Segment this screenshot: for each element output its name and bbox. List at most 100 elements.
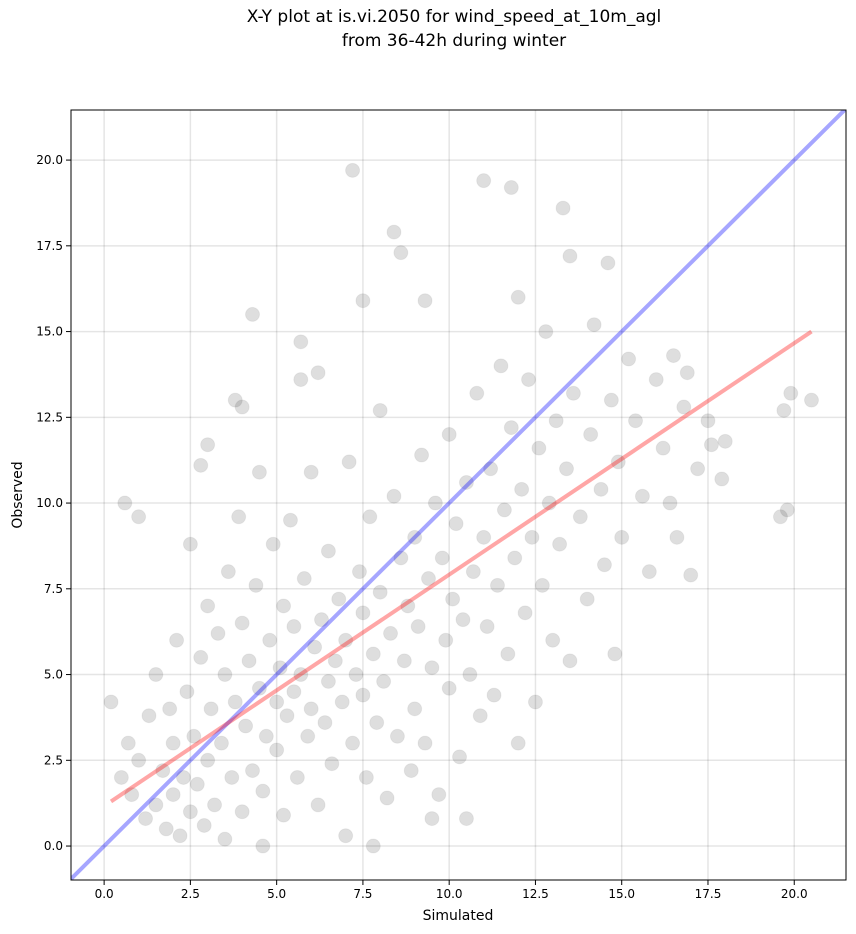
point xyxy=(545,632,561,648)
point xyxy=(262,632,278,648)
point xyxy=(351,564,367,580)
point xyxy=(207,797,223,813)
point xyxy=(438,632,454,648)
point xyxy=(662,495,678,511)
point xyxy=(517,605,533,621)
point xyxy=(417,735,433,751)
point xyxy=(210,625,226,641)
point xyxy=(434,550,450,566)
point xyxy=(510,735,526,751)
point xyxy=(386,488,402,504)
point xyxy=(383,625,399,641)
point xyxy=(331,591,347,607)
y-tick-label: 17.5 xyxy=(36,239,63,253)
x-tick-label: 5.0 xyxy=(267,887,286,901)
point xyxy=(334,694,350,710)
x-tick-label: 0.0 xyxy=(95,887,114,901)
point xyxy=(683,567,699,583)
point xyxy=(503,180,519,196)
point xyxy=(310,365,326,381)
x-axis-label: Simulated xyxy=(423,908,494,924)
point xyxy=(386,224,402,240)
y-axis-label: Observed xyxy=(10,461,26,528)
point xyxy=(572,509,588,525)
point xyxy=(393,550,409,566)
point xyxy=(220,564,236,580)
point xyxy=(362,509,378,525)
point xyxy=(593,481,609,497)
point xyxy=(403,763,419,779)
point xyxy=(507,550,523,566)
point xyxy=(193,457,209,473)
point xyxy=(279,708,295,724)
point xyxy=(265,536,281,552)
point xyxy=(165,787,181,803)
point xyxy=(224,769,240,785)
point xyxy=(307,639,323,655)
point xyxy=(251,464,267,480)
point xyxy=(548,413,564,429)
point xyxy=(200,598,216,614)
point xyxy=(241,653,257,669)
point xyxy=(258,728,274,744)
point xyxy=(310,797,326,813)
point xyxy=(372,402,388,418)
point xyxy=(213,735,229,751)
point xyxy=(231,509,247,525)
point xyxy=(269,742,285,758)
point xyxy=(320,543,336,559)
point xyxy=(372,584,388,600)
point xyxy=(245,306,261,322)
point xyxy=(303,701,319,717)
y-tick-label: 2.5 xyxy=(44,753,63,767)
x-tick-label: 15.0 xyxy=(608,887,635,901)
point xyxy=(621,351,637,367)
point xyxy=(186,728,202,744)
point xyxy=(255,783,271,799)
point xyxy=(269,694,285,710)
point xyxy=(783,385,799,401)
point xyxy=(324,756,340,772)
point xyxy=(272,660,288,676)
point xyxy=(503,420,519,436)
y-tick-label: 10.0 xyxy=(36,496,63,510)
point xyxy=(189,776,205,792)
point xyxy=(162,701,178,717)
point xyxy=(538,324,554,340)
point xyxy=(148,797,164,813)
x-tick-label: 10.0 xyxy=(436,887,463,901)
point xyxy=(776,402,792,418)
point xyxy=(227,694,243,710)
chart-title: X-Y plot at is.vi.2050 for wind_speed_at… xyxy=(247,7,662,27)
point xyxy=(355,293,371,309)
point xyxy=(300,728,316,744)
point xyxy=(531,440,547,456)
point xyxy=(348,667,364,683)
point xyxy=(452,749,468,765)
y-tick-label: 0.0 xyxy=(44,839,63,853)
point xyxy=(238,718,254,734)
point xyxy=(420,571,436,587)
plot-area xyxy=(71,110,846,880)
point xyxy=(493,358,509,374)
point xyxy=(327,653,343,669)
point xyxy=(603,392,619,408)
point xyxy=(562,653,578,669)
point xyxy=(424,811,440,827)
point xyxy=(141,708,157,724)
point xyxy=(552,536,568,552)
point xyxy=(113,769,129,785)
y-tick-label: 20.0 xyxy=(36,153,63,167)
point xyxy=(648,372,664,388)
point xyxy=(607,646,623,662)
point xyxy=(448,516,464,532)
x-tick-label: 12.5 xyxy=(522,887,549,901)
point xyxy=(458,811,474,827)
point xyxy=(472,708,488,724)
point xyxy=(341,454,357,470)
point xyxy=(496,502,512,518)
fit-line xyxy=(109,329,813,804)
point xyxy=(286,684,302,700)
point xyxy=(234,804,250,820)
